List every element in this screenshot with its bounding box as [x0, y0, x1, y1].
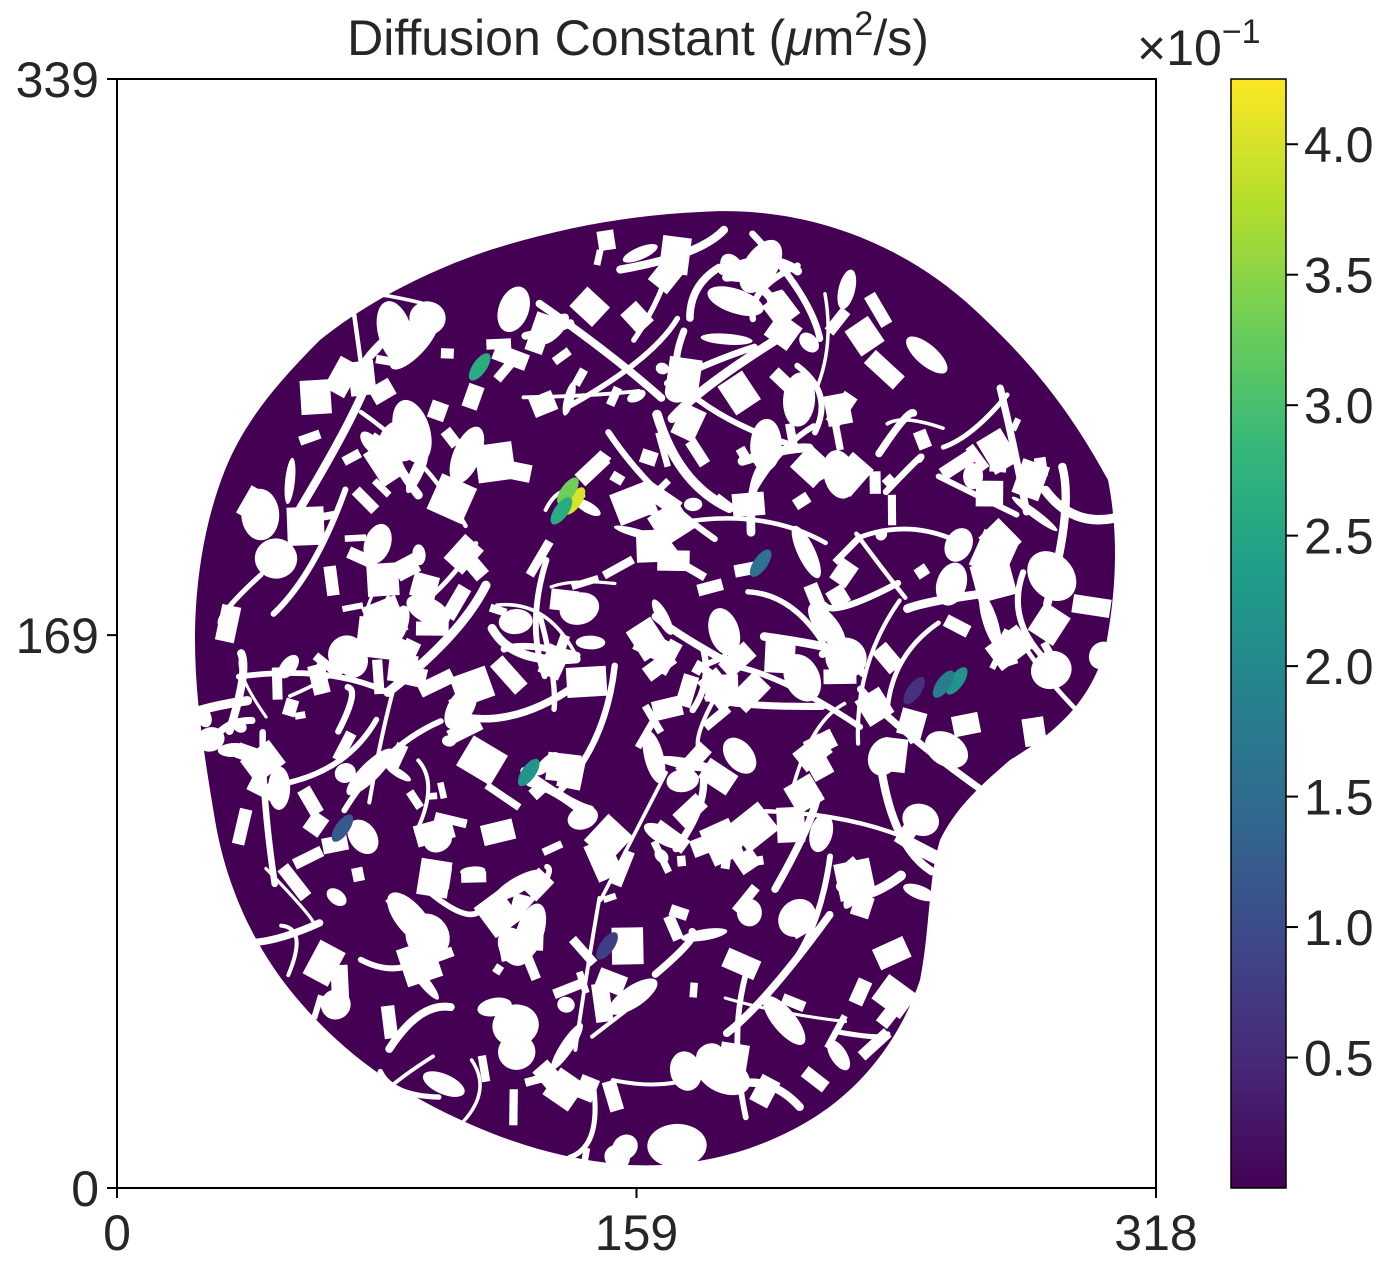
heatmap-hotspot-2	[550, 497, 573, 525]
chart-title: Diffusion Constant (μm2/s)	[347, 5, 929, 66]
colorbar-offset-text: ×10−1	[1137, 13, 1261, 76]
colorbar-offset-times: ×10	[1137, 20, 1222, 76]
heatmap-image	[117, 79, 1156, 1188]
colorbar-tick-label: 4.0	[1304, 117, 1374, 173]
heatmap-hotspots	[331, 353, 968, 960]
y-tick-label: 169	[16, 608, 99, 664]
chart-title-suffix: /s)	[873, 10, 929, 66]
heatmap-hotspot-9	[596, 932, 618, 960]
heatmap-hotspot-10	[903, 676, 926, 705]
colorbar-tick-label: 3.0	[1304, 378, 1374, 434]
heatmap-hotspot-8	[331, 814, 354, 842]
colorbar-tick-label: 2.5	[1304, 509, 1374, 565]
x-tick-label: 318	[1114, 1205, 1197, 1261]
colorbar-ticks: 0.5 1.0 1.5 2.0 2.5 3.0 3.5 4.0	[1286, 117, 1374, 1087]
x-tick-label: 0	[103, 1205, 131, 1261]
colorbar-scale	[1230, 78, 1287, 1189]
colorbar-tick-label: 1.0	[1304, 900, 1374, 956]
chart-title-prefix: Diffusion Constant (	[347, 10, 786, 66]
colorbar-tick-label: 3.5	[1304, 248, 1374, 304]
y-axis: 0 169 339	[16, 52, 117, 1217]
colorbar-tick-label: 2.0	[1304, 639, 1374, 695]
x-axis: 0 159 318	[103, 1188, 1198, 1261]
colorbar-tick-label: 1.5	[1304, 770, 1374, 826]
chart-title-superscript: 2	[854, 5, 873, 43]
heatmap-hotspot-6	[517, 758, 540, 787]
heatmap-hotspot-7	[749, 549, 772, 577]
chart-title-unit: m	[813, 10, 855, 66]
colorbar: 0.5 1.0 1.5 2.0 2.5 3.0 3.5 4.0 ×10−1	[1137, 13, 1374, 1189]
colorbar-offset-exponent: −1	[1222, 13, 1261, 51]
heatmap-hotspot-4	[945, 667, 968, 695]
heatmap-hotspot-3	[468, 353, 491, 381]
y-tick-label: 339	[16, 52, 99, 108]
colorbar-tick-label: 0.5	[1304, 1031, 1374, 1087]
chart-title-mu: μ	[783, 10, 812, 66]
y-tick-label: 0	[71, 1161, 99, 1217]
heatmap-hotspot-5	[932, 670, 955, 698]
heatmap-hotspot-1	[557, 477, 579, 505]
x-tick-label: 159	[595, 1205, 678, 1261]
heatmap-empty-pixels	[130, 225, 1132, 1188]
